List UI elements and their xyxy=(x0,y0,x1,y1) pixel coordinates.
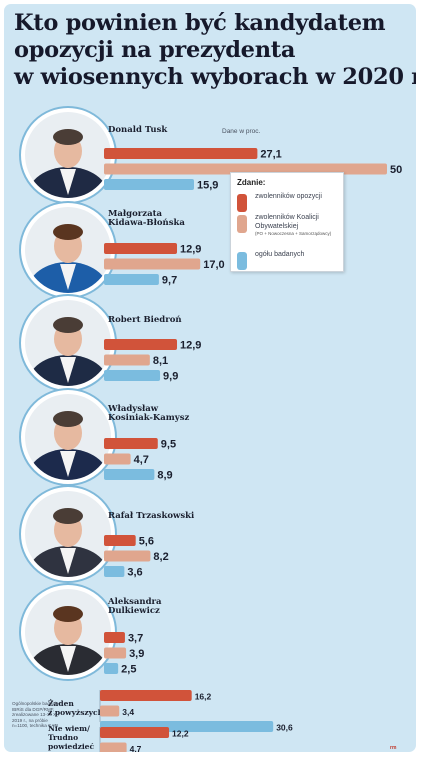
bar-ko xyxy=(100,705,120,717)
bar-all xyxy=(104,469,155,480)
category-group: Rafał Trzaskowski 5,6 8,2 3,6 xyxy=(19,485,195,583)
bar-value-label: 4,7 xyxy=(134,454,149,466)
legend: Zdanie: zwolenników opozycji zwolenników… xyxy=(230,172,344,272)
bar-value-label: 27,1 xyxy=(260,149,281,161)
bar-all xyxy=(104,370,161,381)
unit-note: Dane w proc. xyxy=(222,128,260,135)
bar-all xyxy=(104,179,194,190)
category-label: Kosiniak-Kamysz xyxy=(108,413,189,423)
bar-value-label: 8,2 xyxy=(153,551,168,563)
bar-value-label: 12,2 xyxy=(172,729,189,739)
bar-ko xyxy=(104,354,150,366)
bar-ko xyxy=(104,453,131,465)
category-label: Dulkiewicz xyxy=(108,606,160,616)
bar-value-label: 12,9 xyxy=(180,340,201,352)
category-label: z powyższych xyxy=(48,708,104,717)
bar-value-label: 50 xyxy=(390,164,402,176)
portrait-photo xyxy=(25,491,111,577)
bar-value-label: 16,2 xyxy=(195,692,212,702)
bar-value-label: 3,6 xyxy=(127,567,142,579)
infographic-card: Kto powinien być kandydatem opozycji na … xyxy=(4,4,416,752)
bar-all xyxy=(104,663,119,674)
category-label: Rafał Trzaskowski xyxy=(108,511,195,521)
legend-label-ko-sub: (PO + Nowoczesna + Samorządowcy) xyxy=(255,231,332,236)
category-label: Trudno xyxy=(48,733,78,742)
category-label: Małgorzata xyxy=(108,209,163,219)
bar-value-label: 3,9 xyxy=(129,648,144,660)
bar-value-label: 9,5 xyxy=(161,439,176,451)
source-mark: rm xyxy=(390,745,397,751)
bar-ko xyxy=(100,742,127,752)
bar-value-label: 3,4 xyxy=(122,707,134,717)
category-label: Żaden xyxy=(48,699,74,708)
bar-value-label: 4,7 xyxy=(130,744,142,752)
bar-value-label: 30,6 xyxy=(276,723,293,733)
legend-swatch-ko xyxy=(237,215,247,233)
category-label: Donald Tusk xyxy=(108,125,168,135)
bar-opposition xyxy=(104,632,125,643)
portrait-photo xyxy=(25,112,111,198)
bar-value-label: 17,0 xyxy=(203,259,224,271)
bar-value-label: 9,9 xyxy=(163,371,178,383)
bar-opposition xyxy=(104,243,178,254)
category-label: Nie wiem/ xyxy=(48,724,90,733)
legend-label-opposition: zwolenników opozycji xyxy=(255,193,322,200)
portrait-photo xyxy=(25,207,111,293)
bar-value-label: 9,7 xyxy=(162,275,177,287)
legend-label-all: ogółu badanych xyxy=(255,251,305,258)
bar-opposition xyxy=(104,339,178,350)
bar-all xyxy=(104,274,159,285)
bar-value-label: 8,9 xyxy=(157,470,172,482)
legend-label-ko-text: zwolenników Koalicji Obywatelskiej xyxy=(255,214,319,230)
chart-title: Kto powinien być kandydatem opozycji na … xyxy=(14,10,416,91)
bar-value-label: 2,5 xyxy=(121,664,136,676)
bar-opposition xyxy=(104,438,158,449)
methodology-footnote: Ogólnopolskie badanie IBRiS dla DGP/RMF,… xyxy=(12,701,59,729)
category-label: powiedzieć xyxy=(48,742,94,751)
category-label: Aleksandra xyxy=(107,597,162,607)
bar-value-label: 5,6 xyxy=(139,536,154,548)
chart-area: Dane w proc. Donald Tusk 27,1 50 15,9 Małgorz… xyxy=(19,106,402,752)
bar-ko xyxy=(104,550,151,562)
bar-opposition xyxy=(100,690,192,701)
bar-value-label: 8,1 xyxy=(153,355,168,367)
bar-all xyxy=(104,566,125,577)
bar-opposition xyxy=(100,727,170,738)
bar-value-label: 3,7 xyxy=(128,633,143,645)
title-line-2: opozycji na prezydenta xyxy=(14,37,296,63)
category-group: Robert Biedroń 12,9 8,1 9,9 xyxy=(19,294,201,392)
bar-value-label: 12,9 xyxy=(180,244,201,256)
title-line-1: Kto powinien być kandydatem xyxy=(14,10,386,36)
category-label: Władysław xyxy=(107,404,159,414)
bar-value-label: 15,9 xyxy=(197,180,218,192)
bar-opposition xyxy=(104,148,258,159)
bar-ko xyxy=(104,163,387,175)
bar-ko xyxy=(104,258,201,270)
bar-opposition xyxy=(104,535,136,546)
legend-swatch-all xyxy=(237,252,247,270)
portrait-photo xyxy=(25,300,111,386)
legend-title: Zdanie: xyxy=(237,178,266,187)
bar-ko xyxy=(104,647,127,659)
title-line-3: w wiosennych wyborach w 2020 r.? xyxy=(14,64,416,90)
category-label: Kidawa-Błońska xyxy=(108,218,185,228)
category-label: Robert Biedroń xyxy=(108,315,182,325)
portrait-photo xyxy=(25,394,111,480)
legend-swatch-opposition xyxy=(237,194,247,212)
portrait-photo xyxy=(25,589,111,675)
legend-label-ko: zwolenników Koalicji Obywatelskiej (PO +… xyxy=(255,214,341,237)
